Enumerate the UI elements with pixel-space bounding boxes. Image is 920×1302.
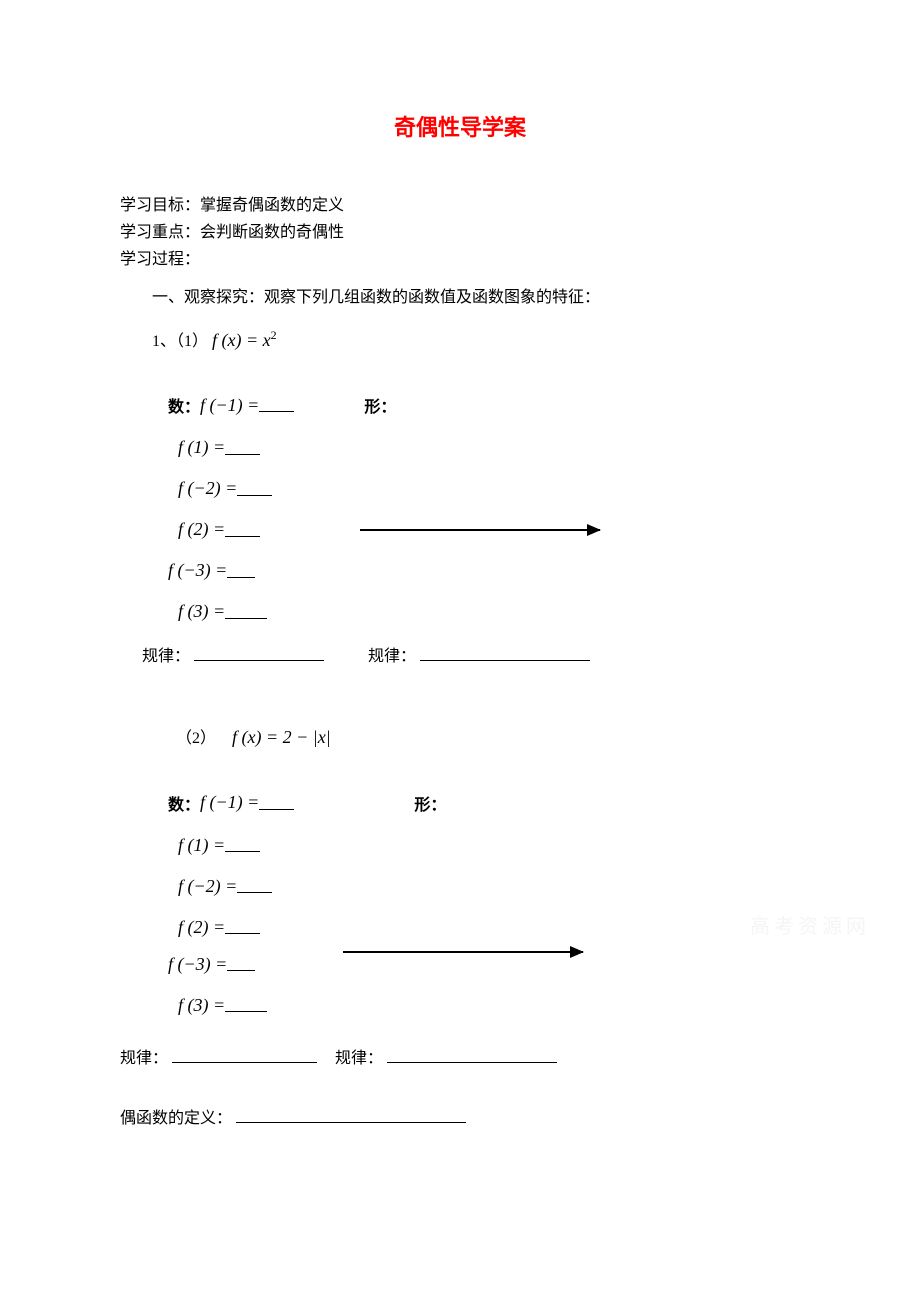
blank <box>227 564 255 578</box>
learning-focus: 学习重点：会判断函数的奇偶性 <box>120 219 800 246</box>
shu-label-1: 数： <box>120 393 200 417</box>
shu-label-2: 数： <box>120 791 200 815</box>
guilu-row-2: 规律： 规律： <box>120 1044 800 1068</box>
eq-fm1-2: f (−1) = <box>200 792 259 813</box>
goal-label: 学习目标： <box>120 197 200 214</box>
block2-row-f2: f (2) = <box>120 917 800 938</box>
block1-row-f2: f (2) = <box>120 519 800 540</box>
item-1-2: （2） f (x) = 2 − |x| <box>120 722 800 753</box>
eq-fm3-1: f (−3) = <box>168 560 227 581</box>
eq-f2-2: f (2) = <box>178 917 225 938</box>
item-1-label: 1、（1） <box>152 333 208 350</box>
block1-row-f1: f (1) = <box>120 437 800 458</box>
eq-fm2-2: f (−2) = <box>178 876 237 897</box>
blank <box>237 482 272 496</box>
item-1-1: 1、（1） f (x) = x2 <box>120 325 800 356</box>
blank <box>225 838 260 852</box>
block2-row-fm2: f (−2) = <box>120 876 800 897</box>
blank <box>225 920 260 934</box>
eq-f2-1: f (2) = <box>178 519 225 540</box>
blank <box>237 879 272 893</box>
guilu-label-1a: 规律： <box>142 648 190 665</box>
guilu-label-2a: 规律： <box>120 1050 168 1067</box>
eq-f3-1: f (3) = <box>178 601 225 622</box>
watermark-text: 高考资源网 <box>750 910 870 939</box>
block1-row-f3: f (3) = <box>120 601 800 622</box>
eq-f1-2: f (1) = <box>178 835 225 856</box>
blank <box>225 998 267 1012</box>
guilu-label-1b: 规律： <box>368 648 416 665</box>
blank <box>225 605 267 619</box>
xing-label-1: 形： <box>364 393 396 417</box>
blank <box>227 957 255 971</box>
eq-f3-2: f (3) = <box>178 995 225 1016</box>
arrow-icon <box>360 529 600 531</box>
eq-fm3-2: f (−3) = <box>168 954 227 975</box>
even-def-row: 偶函数的定义： <box>120 1104 800 1128</box>
block2-row-f1: f (1) = <box>120 835 800 856</box>
xing-label-2: 形： <box>414 791 446 815</box>
focus-label: 学习重点： <box>120 224 200 241</box>
arrow-icon <box>343 951 583 953</box>
blank <box>259 398 294 412</box>
section-1-title: 一、观察探究：观察下列几组函数的函数值及函数图象的特征： <box>120 284 800 311</box>
blank <box>236 1109 466 1123</box>
blank <box>194 647 324 661</box>
goal-text: 掌握奇偶函数的定义 <box>200 197 344 214</box>
block1-row-shu: 数： f (−1) = 形： <box>120 393 800 417</box>
eq-fm1-1: f (−1) = <box>200 395 259 416</box>
item-2-label: （2） <box>176 730 216 747</box>
blank <box>387 1049 557 1063</box>
guilu-label-2b: 规律： <box>335 1050 383 1067</box>
block1-row-fm3: f (−3) = <box>120 560 800 581</box>
eq-f1-1: f (1) = <box>178 437 225 458</box>
eq-fm2-1: f (−2) = <box>178 478 237 499</box>
guilu-row-1: 规律： 规律： <box>120 642 800 666</box>
learning-goal: 学习目标：掌握奇偶函数的定义 <box>120 192 800 219</box>
fn1-expr: f (x) = x2 <box>212 325 277 356</box>
blank <box>420 647 590 661</box>
blank <box>225 441 260 455</box>
blank <box>225 523 260 537</box>
block2-row-f3: f (3) = <box>120 995 800 1016</box>
block2-row-shu: 数： f (−1) = 形： <box>120 791 800 815</box>
block1-row-fm2: f (−2) = <box>120 478 800 499</box>
block2-row-fm3: f (−3) = <box>120 954 800 975</box>
page-title: 奇偶性导学案 <box>120 110 800 142</box>
blank <box>259 796 294 810</box>
learning-process: 学习过程： <box>120 246 800 273</box>
blank <box>172 1049 317 1063</box>
even-def-label: 偶函数的定义： <box>120 1110 232 1127</box>
fn2-expr: f (x) = 2 − |x| <box>232 722 331 753</box>
focus-text: 会判断函数的奇偶性 <box>200 224 344 241</box>
